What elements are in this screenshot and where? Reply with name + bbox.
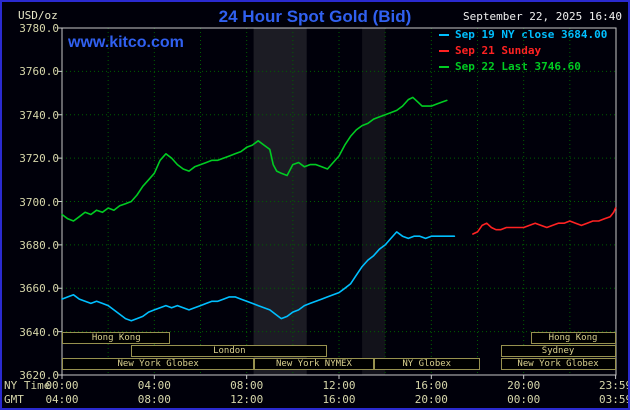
y-tick-label: 3680.0 — [19, 238, 59, 252]
gmt-time-tick-label: 16:00 — [322, 393, 356, 406]
legend-label: Sep 19 NY close 3684.00 — [455, 28, 608, 41]
ny-time-tick-label: 12:00 — [322, 379, 356, 392]
gmt-time-tick-label: 03:59 — [599, 393, 630, 406]
kitco-watermark: www.kitco.com — [68, 34, 184, 51]
legend-item-sep19: Sep 19 NY close 3684.00 — [439, 27, 607, 43]
legend: Sep 19 NY close 3684.00 Sep 21 Sunday Se… — [439, 27, 607, 75]
y-tick-label: 3740.0 — [19, 108, 59, 122]
session-box-london: London — [131, 345, 328, 357]
legend-label: Sep 21 Sunday — [455, 44, 542, 57]
legend-line-swatch — [439, 50, 449, 52]
y-tick-label: 3760.0 — [19, 65, 59, 79]
gmt-time-tick-label: 00:00 — [507, 393, 541, 406]
gmt-time-tick-label: 12:00 — [230, 393, 264, 406]
legend-item-sep22: Sep 22 Last 3746.60 — [439, 59, 607, 75]
gmt-time-tick-label: 20:00 — [414, 393, 448, 406]
y-tick-label: 3720.0 — [19, 152, 59, 166]
legend-line-swatch — [439, 34, 449, 36]
session-box-hong-kong: Hong Kong — [530, 332, 616, 344]
y-tick-label: 3640.0 — [19, 325, 59, 339]
session-box-hong-kong: Hong Kong — [62, 332, 171, 344]
legend-label: Sep 22 Last 3746.60 — [455, 60, 581, 73]
session-box-ny-globex: NY Globex — [373, 358, 480, 370]
ny-time-tick-label: 04:00 — [137, 379, 171, 392]
y-tick-label: 3660.0 — [19, 282, 59, 296]
ny-time-tick-label: 16:00 — [414, 379, 448, 392]
legend-item-sep21: Sep 21 Sunday — [439, 43, 607, 59]
legend-line-swatch — [439, 66, 449, 68]
y-tick-label: 3780.0 — [19, 22, 59, 35]
ny-time-tick-label: 23:59 — [599, 379, 630, 392]
ny-time-tick-label: 20:00 — [507, 379, 541, 392]
ny-time-tick-label: 08:00 — [230, 379, 264, 392]
ny-time-tick-label: 00:00 — [45, 379, 79, 392]
gmt-time-tick-label: 08:00 — [137, 393, 171, 406]
chart-title: 24 Hour Spot Gold (Bid) — [218, 7, 412, 26]
y-axis-unit-label: USD/oz — [18, 9, 58, 22]
session-box-sydney: Sydney — [500, 345, 616, 357]
session-box-new-york-nymex: New York NYMEX — [254, 358, 374, 370]
ny-time-axis-label: NY Time — [4, 379, 51, 392]
session-box-new-york-globex: New York Globex — [500, 358, 616, 370]
y-tick-label: 3700.0 — [19, 195, 59, 209]
y-tick-label: 3620.0 — [19, 369, 59, 382]
gmt-axis-label: GMT — [4, 393, 24, 406]
gmt-time-tick-label: 04:00 — [45, 393, 79, 406]
session-box-new-york-globex: New York Globex — [62, 358, 255, 370]
chart-datetime: September 22, 2025 16:40 — [463, 10, 622, 23]
